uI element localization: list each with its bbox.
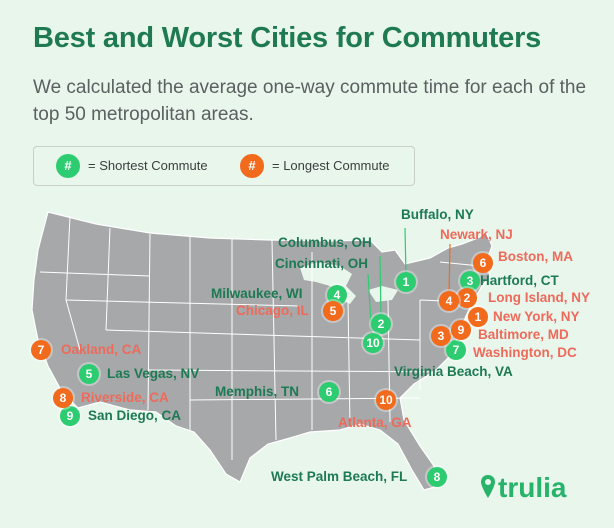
marker-long-9[interactable]: 9 [451,320,471,340]
city-label-atlanta: Atlanta, GA [338,415,412,430]
city-label-san-diego: San Diego, CA [88,408,182,423]
marker-short-4[interactable]: 4 [327,285,347,305]
marker-long-2[interactable]: 2 [457,288,477,308]
marker-long-4[interactable]: 4 [439,291,459,311]
marker-short-6[interactable]: 6 [319,382,339,402]
city-label-newark: Newark, NJ [440,227,513,242]
page-subtitle: We calculated the average one-way commut… [33,77,587,125]
city-label-virginia-beach: Virginia Beach, VA [394,364,513,379]
marker-long-7[interactable]: 7 [31,340,51,360]
marker-short-8[interactable]: 8 [427,467,447,487]
marker-short-1[interactable]: 1 [396,272,416,292]
location-pin-icon [481,475,495,498]
city-label-new-york: New York, NY [493,309,580,324]
city-label-buffalo: Buffalo, NY [401,207,474,222]
marker-short-3[interactable]: 3 [460,271,480,291]
city-label-memphis: Memphis, TN [215,384,300,399]
marker-long-10[interactable]: 10 [376,390,396,410]
city-label-columbus: Columbus, OH [278,235,372,250]
marker-short-7[interactable]: 7 [446,340,466,360]
city-label-las-vegas: Las Vegas, NV [107,366,200,381]
legend-longest-label: = Longest Commute [272,158,390,173]
city-label-oakland: Oakland, CA [61,342,142,357]
legend-longest-marker: # [240,154,264,178]
marker-short-10[interactable]: 10 [363,333,383,353]
marker-long-1[interactable]: 1 [468,307,488,327]
city-label-chicago: Chicago, IL [236,303,309,318]
city-label-boston: Boston, MA [498,249,573,264]
marker-long-8[interactable]: 8 [53,388,73,408]
city-label-washington: Washington, DC [473,345,577,360]
leader-lines-shortest [367,227,407,341]
marker-long-6[interactable]: 6 [473,253,493,273]
marker-long-5[interactable]: 5 [323,301,343,321]
leader-lines-longest [448,243,451,297]
city-label-cincinnati: Cincinnati, OH [275,256,369,271]
marker-long-3[interactable]: 3 [431,326,451,346]
logo-text: trulia [498,472,567,503]
city-label-hartford: Hartford, CT [480,273,559,288]
us-landmass [31,211,493,491]
city-label-riverside: Riverside, CA [81,390,169,405]
marker-short-5[interactable]: 5 [79,364,99,384]
legend: # = Shortest Commute # = Longest Commute [33,146,415,186]
city-label-milwaukee: Milwaukee, WI [211,286,303,301]
legend-shortest-label: = Shortest Commute [88,158,208,173]
city-label-long-island: Long Island, NY [488,290,591,305]
page-title: Best and Worst Cities for Commuters [33,22,542,54]
great-lakes [300,262,398,304]
legend-shortest-marker: # [56,154,80,178]
trulia-logo[interactable]: trulia [480,472,566,504]
marker-short-9[interactable]: 9 [60,406,80,426]
city-label-west-palm-beach: West Palm Beach, FL [271,469,408,484]
marker-short-2[interactable]: 2 [371,314,391,334]
city-label-baltimore: Baltimore, MD [478,327,569,342]
